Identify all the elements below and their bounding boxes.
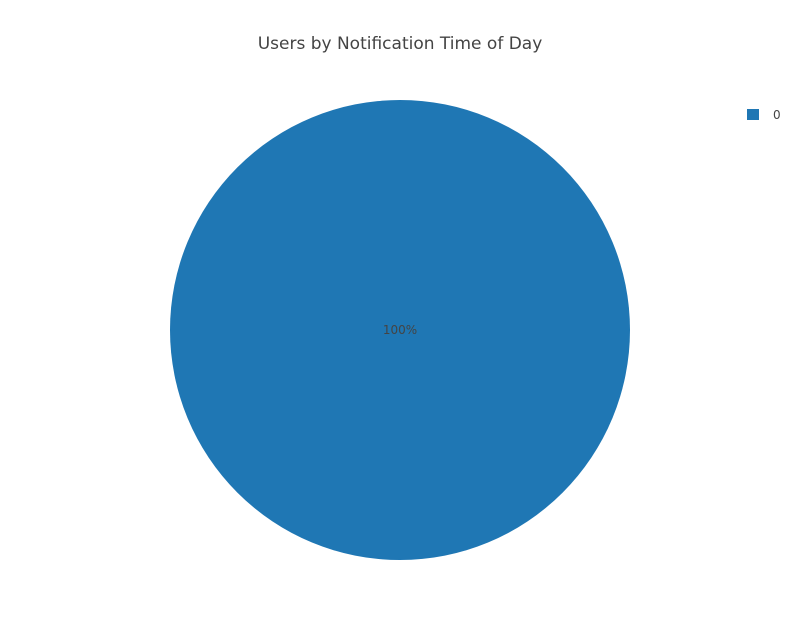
pie-slices <box>170 100 630 560</box>
legend: 0 <box>747 108 781 122</box>
pie-slice-labels: 100% <box>383 323 417 337</box>
legend-label-0: 0 <box>773 108 781 122</box>
legend-item-0[interactable]: 0 <box>747 108 781 122</box>
legend-swatch-0 <box>747 109 759 120</box>
pie-slice-0 <box>170 100 630 560</box>
chart-title: Users by Notification Time of Day <box>257 34 543 54</box>
pie-slice-label-0: 100% <box>383 323 417 337</box>
